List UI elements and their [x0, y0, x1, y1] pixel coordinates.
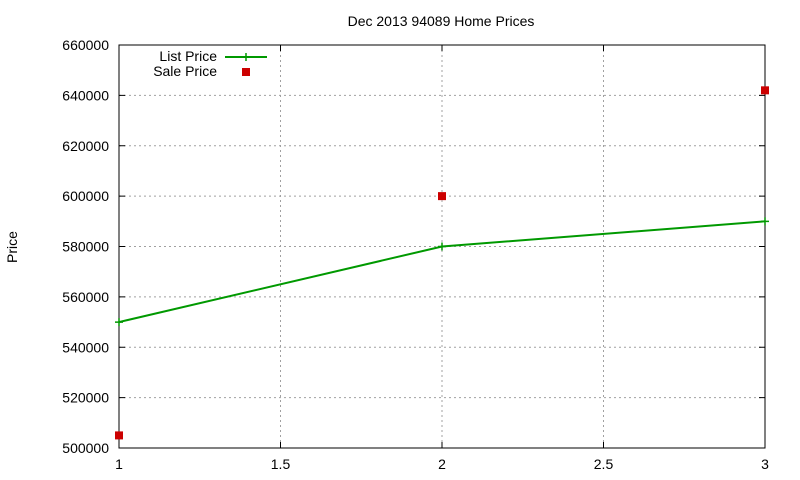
x-tick-label: 2.5 — [594, 456, 614, 472]
y-tick-label: 580000 — [62, 239, 109, 255]
sale-price-point — [438, 192, 446, 201]
y-tick-label: 540000 — [62, 339, 109, 355]
x-tick-label: 2 — [438, 456, 446, 472]
legend-marker-list-price — [242, 53, 250, 61]
chart-title: Dec 2013 94089 Home Prices — [348, 13, 535, 29]
plot-border — [118, 44, 766, 449]
x-tick-label: 1.5 — [271, 456, 291, 472]
y-axis-label: Price — [4, 231, 20, 263]
list-price-point — [438, 242, 446, 251]
legend-label-sale-price: Sale Price — [153, 63, 217, 79]
legend-label-list-price: List Price — [159, 48, 217, 64]
y-tick-label: 620000 — [62, 138, 109, 154]
x-tick-label: 3 — [761, 456, 769, 472]
ticks: 500000 520000 540000 560000 580000 600000 6200… — [62, 37, 769, 472]
list-price-point — [115, 318, 123, 327]
sale-price-point — [115, 431, 123, 440]
list-price-point — [761, 217, 769, 226]
x-tick-label: 1 — [115, 456, 123, 472]
y-tick-label: 660000 — [62, 37, 109, 53]
legend-marker-sale-price — [242, 68, 250, 76]
y-tick-label: 500000 — [62, 440, 109, 456]
sale-price-point — [761, 86, 769, 95]
y-tick-label: 520000 — [62, 390, 109, 406]
y-tick-label: 640000 — [62, 87, 109, 103]
y-tick-label: 600000 — [62, 188, 109, 204]
series-layer — [115, 86, 769, 440]
y-tick-label: 560000 — [62, 289, 109, 305]
